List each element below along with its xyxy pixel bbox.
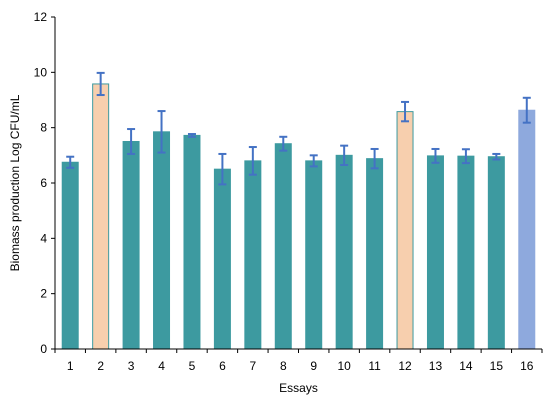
bar-11 [366,158,384,350]
y-tick-label-10: 10 [34,65,48,79]
error-bars-group [66,71,531,186]
y-tick-label-12: 12 [34,10,48,24]
bar-4 [153,131,171,350]
bar-7 [244,160,262,350]
bar-9 [305,160,323,350]
x-tick-label-7: 7 [250,359,257,373]
x-tick-label-9: 9 [310,359,317,373]
y-tick-label-2: 2 [40,287,47,301]
x-tick-label-16: 16 [520,359,534,373]
x-tick-label-1: 1 [67,359,74,373]
bar-13 [426,155,444,350]
y-tick-label-4: 4 [40,231,47,245]
x-tick-label-12: 12 [398,359,412,373]
x-tick-label-3: 3 [128,359,135,373]
x-tick-label-4: 4 [158,359,165,373]
y-axis-title: Biomass production Log CFU/mL [8,94,22,271]
y-tick-label-8: 8 [40,121,47,135]
x-tick-label-11: 11 [368,359,381,373]
x-tick-label-10: 10 [337,359,351,373]
x-tick-label-8: 8 [280,359,287,373]
x-tick-label-5: 5 [189,359,196,373]
bar-15 [487,156,505,350]
x-tick-label-6: 6 [219,359,226,373]
bars-group [61,83,536,350]
x-axis-title: Essays [279,381,318,395]
x-tick-label-14: 14 [459,359,473,373]
bar-16 [518,109,536,350]
bar-8 [274,143,292,350]
bar-3 [122,141,140,350]
y-tick-label-6: 6 [40,176,47,190]
bar-5 [183,134,201,350]
bar-6 [213,168,231,350]
bar-10 [335,154,353,350]
axes-group [51,16,543,353]
bar-1 [61,161,79,350]
x-tick-label-2: 2 [97,359,104,373]
bar-12 [396,111,414,350]
bar-14 [457,155,475,350]
x-tick-label-13: 13 [429,359,443,373]
y-tick-label-0: 0 [40,342,47,356]
x-tick-label-15: 15 [490,359,504,373]
bar-2 [92,83,110,350]
